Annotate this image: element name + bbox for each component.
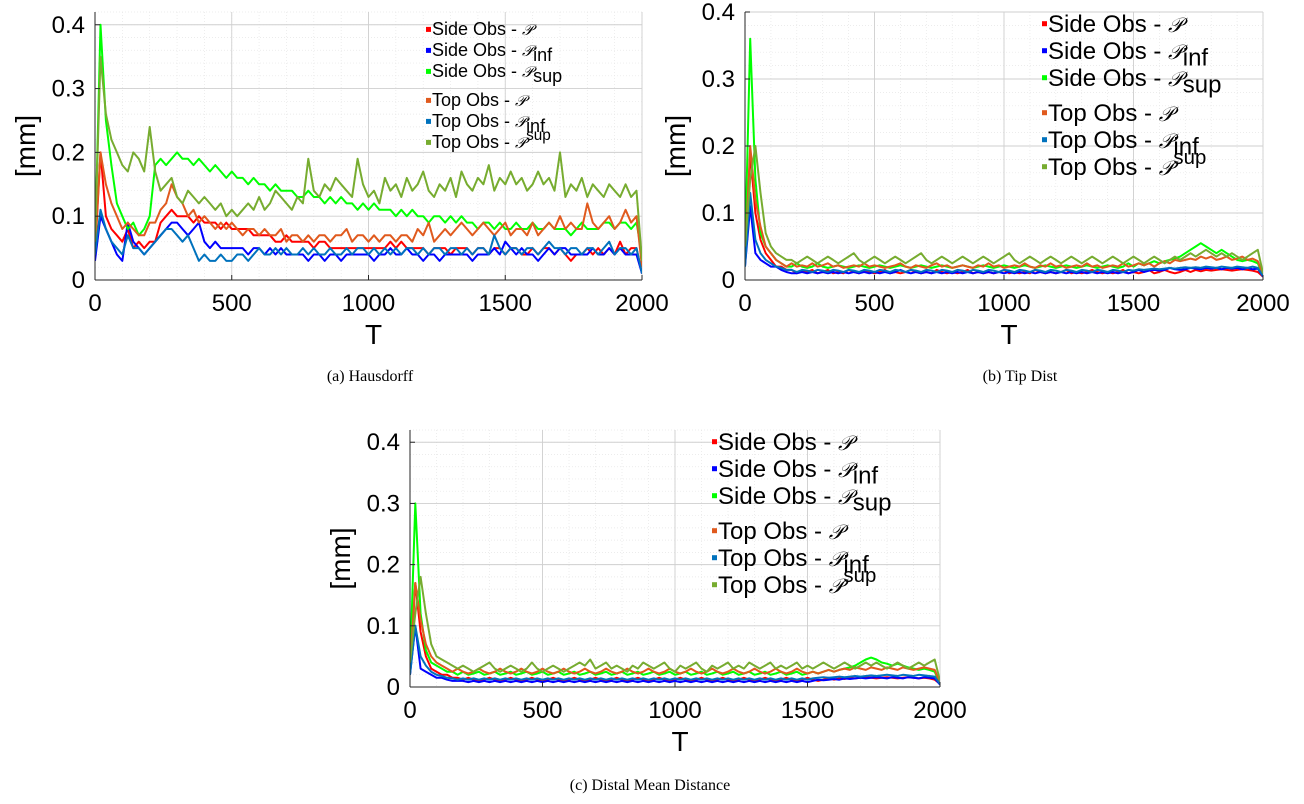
legend-label-2: Side Obs - 𝒫sup — [718, 483, 891, 517]
chart-panel-hausdorff: 0 500 1000 1500 2000 0 0.1 0.2 0.3 0.4 T [mm] Side O… — [0, 0, 669, 350]
series-lines — [410, 502, 940, 686]
series-line-5 — [410, 575, 940, 682]
series-line-5 — [95, 55, 642, 261]
series-lines — [745, 37, 1263, 278]
x-tick-label: 500 — [854, 290, 894, 317]
y-tick-label: 0.4 — [702, 0, 735, 26]
series-line-3 — [95, 151, 642, 268]
chart-distal-mean-distance: 0 500 1000 1500 2000 0 0.1 0.2 0.3 0.4 T [mm] Side O… — [325, 429, 967, 757]
x-tick-label: 2000 — [913, 697, 966, 724]
x-tick-label: 1000 — [977, 290, 1030, 317]
legend-swatch-1 — [426, 47, 431, 53]
y-tick-label: 0.1 — [367, 613, 400, 640]
legend-swatch-0 — [426, 26, 431, 32]
y-tick-label: 0.2 — [52, 139, 85, 166]
legend-label-4: Top Obs - 𝒫inf — [718, 545, 869, 579]
legend-swatch-1 — [712, 466, 717, 472]
y-axis-label: [mm] — [660, 115, 691, 177]
legend-label-0: Side Obs - 𝒫 — [1048, 11, 1188, 38]
series-line-1 — [410, 624, 940, 686]
legend-label-3: Top Obs - 𝒫 — [432, 90, 530, 110]
legend-label-5: Top Obs - 𝒫sup — [1048, 147, 1206, 181]
legend-label-5: Top Obs - 𝒫sup — [718, 565, 876, 599]
y-tick-label: 0.3 — [52, 76, 85, 103]
x-tick-label: 1500 — [479, 290, 532, 317]
y-tick-label: 0 — [72, 267, 85, 294]
chart-panel-tip-dist: 0 500 1000 1500 2000 0 0.1 0.2 0.3 0.4 T [mm] Side O… — [650, 0, 1304, 350]
legend-label-3: Top Obs - 𝒫 — [718, 518, 849, 545]
legend-swatch-0 — [1042, 21, 1047, 27]
legend-label-2: Side Obs - 𝒫sup — [1048, 65, 1221, 99]
legend-swatch-3 — [1042, 110, 1047, 116]
y-tick-label: 0 — [387, 674, 400, 701]
legend-label-1: Side Obs - 𝒫inf — [432, 40, 553, 65]
series-line-5 — [745, 145, 1263, 274]
legend-label-1: Side Obs - 𝒫inf — [718, 456, 878, 490]
y-axis-label: [mm] — [10, 115, 41, 177]
x-tick-label: 2000 — [1236, 290, 1289, 317]
x-tick-label: 2000 — [615, 290, 668, 317]
legend-swatch-1 — [1042, 48, 1047, 54]
series-line-4 — [95, 208, 642, 274]
x-axis-label: T — [671, 726, 688, 757]
legend-swatch-0 — [712, 439, 717, 445]
legend-label-2: Side Obs - 𝒫sup — [432, 61, 562, 86]
x-tick-label: 500 — [212, 290, 252, 317]
legend-label-0: Side Obs - 𝒫 — [432, 19, 537, 39]
y-tick-label: 0.3 — [702, 66, 735, 93]
x-tick-label: 1500 — [781, 697, 834, 724]
legend-swatch-4 — [426, 118, 431, 124]
y-tick-label: 0 — [722, 267, 735, 294]
major-grid — [744, 11, 1264, 281]
y-axis-label: [mm] — [325, 527, 356, 589]
legend-swatch-3 — [712, 528, 717, 534]
legend-swatch-2 — [1042, 75, 1047, 81]
chart-tip-dist: 0 500 1000 1500 2000 0 0.1 0.2 0.3 0.4 T [mm] Side O… — [660, 0, 1290, 350]
chart-panel-distal-mean-distance: 0 500 1000 1500 2000 0 0.1 0.2 0.3 0.4 T [mm] Side O… — [320, 420, 980, 765]
legend-label-4: Top Obs - 𝒫inf — [432, 111, 546, 136]
y-tick-label: 0.2 — [702, 133, 735, 160]
legend-swatch-2 — [712, 493, 717, 499]
legend-swatch-4 — [1042, 137, 1047, 143]
chart-hausdorff: 0 500 1000 1500 2000 0 0.1 0.2 0.3 0.4 T [mm] Side O… — [10, 11, 669, 350]
series-line-4 — [745, 191, 1263, 277]
x-tick-label: 500 — [522, 697, 562, 724]
x-tick-label: 1000 — [648, 697, 701, 724]
x-tick-label: 1500 — [1107, 290, 1160, 317]
legend-swatch-5 — [1042, 164, 1047, 170]
series-lines — [95, 23, 642, 274]
x-tick-label: 0 — [738, 290, 751, 317]
legend-label-3: Top Obs - 𝒫 — [1048, 100, 1179, 127]
x-axis-label: T — [1000, 319, 1017, 350]
legend-swatch-4 — [712, 555, 717, 561]
legend-label-1: Side Obs - 𝒫inf — [1048, 38, 1208, 72]
caption-hausdorff: (a) Hausdorff — [326, 368, 414, 385]
legend-label-0: Side Obs - 𝒫 — [718, 429, 858, 456]
legend-swatch-2 — [426, 68, 431, 74]
series-line-1 — [745, 205, 1263, 278]
y-tick-label: 0.2 — [367, 552, 400, 579]
x-tick-label: 0 — [403, 697, 416, 724]
caption-distal-mean-distance: (c) Distal Mean Distance — [569, 777, 731, 794]
y-tick-label: 0.4 — [52, 12, 85, 39]
caption-tip-dist: (b) Tip Dist — [982, 368, 1058, 385]
y-tick-label: 0.4 — [367, 429, 400, 456]
x-tick-label: 0 — [88, 290, 101, 317]
y-tick-label: 0.1 — [702, 200, 735, 227]
legend-swatch-5 — [426, 139, 431, 145]
legend-swatch-5 — [712, 582, 717, 588]
legend-label-4: Top Obs - 𝒫inf — [1048, 127, 1199, 161]
y-tick-label: 0.3 — [367, 490, 400, 517]
x-axis-label: T — [365, 319, 382, 350]
series-line-4 — [410, 624, 940, 685]
x-tick-label: 1000 — [342, 290, 395, 317]
y-tick-label: 0.1 — [52, 203, 85, 230]
series-line-3 — [745, 145, 1263, 275]
legend-swatch-3 — [426, 97, 431, 103]
